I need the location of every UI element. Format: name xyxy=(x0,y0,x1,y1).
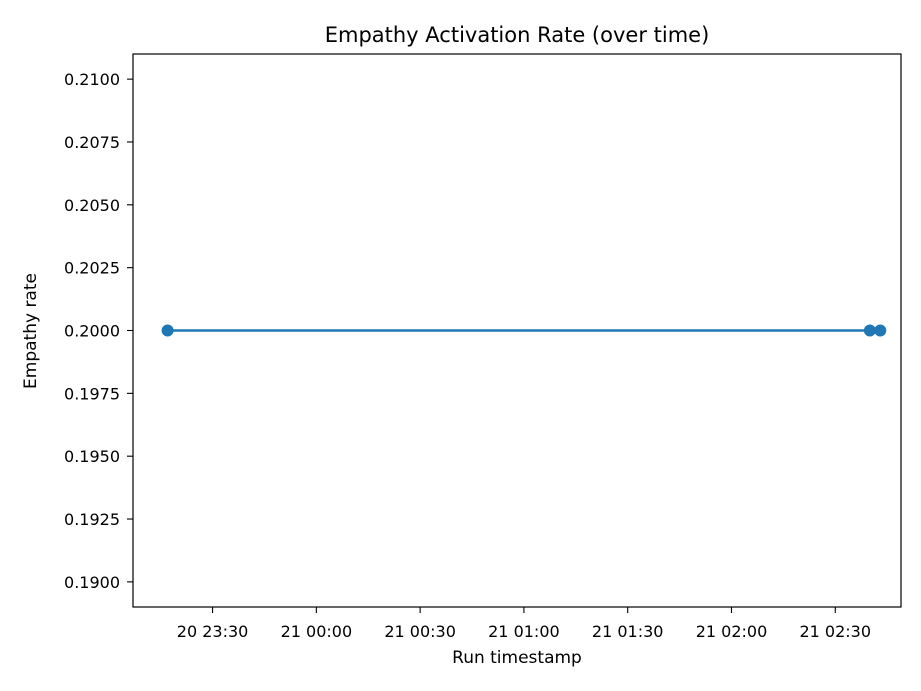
y-tick-label: 0.2050 xyxy=(64,196,120,215)
y-tick-label: 0.2100 xyxy=(64,70,120,89)
data-point xyxy=(161,324,174,337)
y-tick-label: 0.1950 xyxy=(64,447,120,466)
x-axis-label: Run timestamp xyxy=(452,648,582,668)
x-tick-label: 21 02:30 xyxy=(799,622,871,641)
y-tick-label: 0.1900 xyxy=(64,573,120,592)
x-tick-label: 21 00:00 xyxy=(281,622,353,641)
x-tick-label: 21 02:00 xyxy=(696,622,768,641)
chart-title: Empathy Activation Rate (over time) xyxy=(325,23,710,47)
y-axis-label: Empathy rate xyxy=(21,273,41,389)
data-point xyxy=(874,324,887,337)
plot-series xyxy=(161,324,887,337)
y-tick-label: 0.1975 xyxy=(64,384,120,403)
y-axis: 0.1900 0.1925 0.1950 0.1975 0.2000 0.2025 0.20… xyxy=(64,70,133,592)
x-tick-label: 20 23:30 xyxy=(177,622,249,641)
y-tick-label: 0.2075 xyxy=(64,133,120,152)
plot-area-frame xyxy=(132,53,902,608)
y-tick-label: 0.1925 xyxy=(64,510,120,529)
x-axis: 20 23:30 21 00:00 21 00:30 21 01:00 21 01:30… xyxy=(177,607,871,641)
y-tick-label: 0.2000 xyxy=(64,322,120,341)
data-point xyxy=(863,324,876,337)
x-tick-label: 21 01:30 xyxy=(592,622,664,641)
x-tick-label: 21 00:30 xyxy=(384,622,456,641)
x-tick-label: 21 01:00 xyxy=(488,622,560,641)
y-tick-label: 0.2025 xyxy=(64,259,120,278)
